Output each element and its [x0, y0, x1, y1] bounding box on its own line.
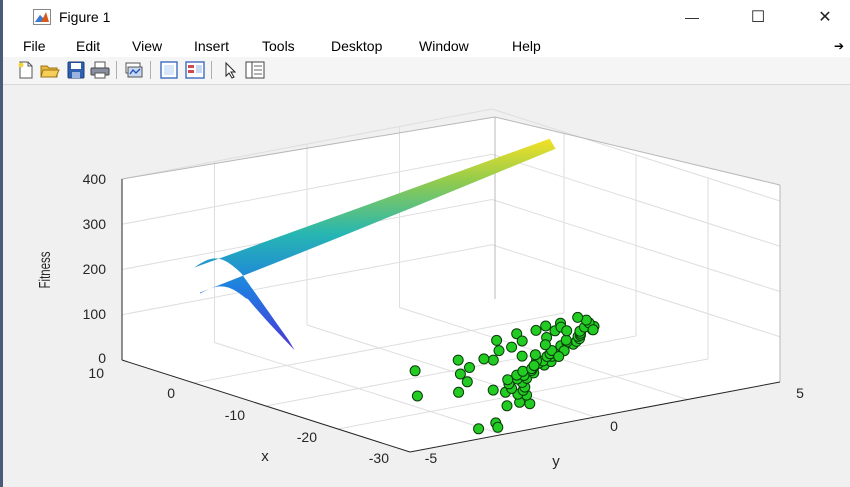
grid-line: [306, 324, 596, 418]
population-point: [560, 334, 572, 346]
x-tick-label: 10: [88, 365, 104, 381]
print-icon[interactable]: [90, 61, 110, 79]
fitness-surface: [194, 138, 556, 351]
new-figure-icon[interactable]: [16, 61, 36, 79]
figure-canvas: 400 300 200 100 0 Fitness 10 0 -10 -20 -…: [3, 85, 850, 487]
population-markers: [409, 311, 600, 435]
toolbar-separator: [211, 61, 212, 79]
population-point: [473, 423, 485, 435]
population-point: [493, 345, 505, 357]
population-point: [530, 324, 542, 336]
population-point: [487, 384, 499, 396]
menu-edit[interactable]: Edit: [76, 38, 101, 54]
population-point: [528, 360, 540, 371]
population-point: [491, 334, 503, 346]
z-tick-label: 300: [83, 216, 107, 232]
z-tick-label: 100: [83, 306, 107, 322]
axes-lines: [121, 179, 781, 453]
population-point: [587, 324, 599, 336]
x-tick-label: -10: [225, 407, 245, 423]
menu-help[interactable]: Help: [512, 38, 541, 54]
menu-window[interactable]: Window: [419, 38, 469, 54]
population-point: [506, 341, 518, 353]
menu-view[interactable]: View: [132, 38, 163, 54]
x-tick-labels: 10 0 -10 -20 -30: [88, 365, 389, 466]
population-point: [411, 390, 423, 402]
matlab-logo-icon: [33, 9, 51, 25]
population-point: [492, 421, 504, 433]
minimize-button[interactable]: —: [670, 0, 714, 34]
z-tick-label: 0: [98, 350, 106, 366]
population-point: [516, 350, 528, 362]
hide-plot-tools-icon[interactable]: [159, 61, 179, 79]
maximize-button[interactable]: ☐: [736, 0, 780, 34]
z-tick-labels: 400 300 200 100 0: [83, 171, 107, 366]
toolbar-separator: [150, 61, 151, 79]
population-point: [478, 353, 490, 365]
window-left-border: [0, 0, 3, 487]
population-point: [561, 325, 573, 337]
population-point: [454, 368, 466, 380]
population-point: [461, 376, 473, 388]
population-point: [453, 386, 465, 398]
z-tick-label: 400: [83, 171, 107, 187]
y-tick-label: 5: [796, 385, 804, 401]
x-tick-label: 0: [167, 385, 175, 401]
open-file-icon[interactable]: [40, 61, 60, 79]
plot-3d-axes[interactable]: 400 300 200 100 0 Fitness 10 0 -10 -20 -…: [3, 85, 850, 487]
population-point: [516, 335, 528, 347]
menu-insert[interactable]: Insert: [194, 38, 230, 54]
property-editor-icon[interactable]: [245, 61, 265, 79]
population-point: [409, 365, 421, 377]
axes-back-wall-right: [495, 117, 780, 382]
z-axis-label: Fitness: [35, 252, 53, 289]
population-point: [539, 339, 551, 351]
population-point: [487, 354, 499, 366]
y-tick-label: 0: [610, 418, 618, 434]
maximize-icon: ☐: [750, 9, 766, 26]
population-point: [501, 400, 513, 412]
close-button[interactable]: ✕: [803, 0, 847, 34]
close-icon: ✕: [818, 9, 832, 26]
menu-file[interactable]: File: [23, 38, 46, 54]
x-axis-label: x: [261, 448, 269, 465]
axes-grid: [121, 108, 781, 435]
population-point: [540, 320, 552, 332]
population-point: [464, 362, 475, 373]
y-tick-label: -5: [425, 450, 438, 466]
grid-line: [214, 342, 503, 435]
x-tick-label: -30: [369, 450, 389, 466]
population-point: [529, 349, 541, 361]
population-point: [511, 328, 523, 340]
minimize-icon: —: [685, 9, 699, 25]
z-tick-label: 200: [83, 261, 107, 277]
save-icon[interactable]: [66, 61, 86, 79]
toolbar-separator: [116, 61, 117, 79]
axes-frame: [121, 116, 781, 382]
x-tick-label: -20: [297, 429, 317, 445]
link-plot-icon[interactable]: [124, 61, 144, 79]
y-axis-label: y: [552, 453, 560, 470]
title-bar[interactable]: Figure 1 — ☐ ✕: [3, 0, 850, 34]
menu-overflow-icon[interactable]: ➔: [833, 39, 844, 53]
axes-box: [121, 108, 781, 453]
population-point: [452, 354, 464, 366]
show-plot-tools-icon[interactable]: [185, 61, 205, 79]
menu-bar: File Edit View Insert Tools Desktop Wind…: [3, 35, 850, 57]
edit-plot-arrow-icon[interactable]: [221, 61, 241, 79]
y-tick-labels: -5 0 5: [425, 385, 804, 466]
window-title: Figure 1: [59, 9, 111, 25]
population-point: [502, 374, 514, 386]
menu-tools[interactable]: Tools: [262, 38, 295, 54]
population-point: [553, 351, 565, 362]
menu-desktop[interactable]: Desktop: [331, 38, 383, 54]
population-point: [572, 311, 584, 323]
figure-toolbar: [3, 57, 850, 85]
